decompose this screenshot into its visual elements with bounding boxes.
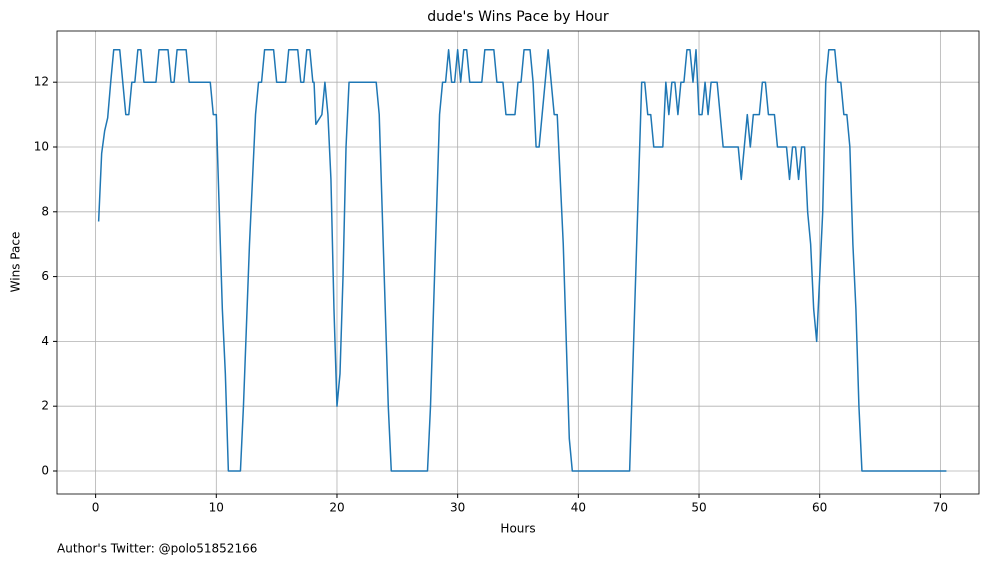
x-tick-label: 50 bbox=[691, 501, 706, 515]
x-tick-label: 10 bbox=[209, 501, 224, 515]
plot-frame bbox=[56, 30, 980, 495]
y-tick-label: 2 bbox=[41, 399, 49, 413]
y-tick-label: 0 bbox=[41, 463, 49, 477]
x-tick-label: 60 bbox=[812, 501, 827, 515]
y-tick-label: 4 bbox=[41, 334, 49, 348]
annotation: Author's Twitter: @polo51852166 bbox=[57, 542, 257, 556]
x-tick-label: 40 bbox=[571, 501, 586, 515]
y-tick-label: 10 bbox=[34, 139, 49, 153]
y-tick-label: 8 bbox=[41, 204, 49, 218]
y-axis-label: Wins Pace bbox=[9, 232, 23, 293]
series-line bbox=[97, 49, 947, 472]
y-tick-label: 12 bbox=[34, 75, 49, 89]
chart-title: dude's Wins Pace by Hour bbox=[427, 9, 609, 25]
x-tick-label: 70 bbox=[933, 501, 948, 515]
x-tick-label: 20 bbox=[329, 501, 344, 515]
x-tick-label: 0 bbox=[92, 501, 100, 515]
x-axis-label: Hours bbox=[500, 522, 535, 536]
y-tick-label: 6 bbox=[41, 269, 49, 283]
x-tick-label: 30 bbox=[450, 501, 465, 515]
